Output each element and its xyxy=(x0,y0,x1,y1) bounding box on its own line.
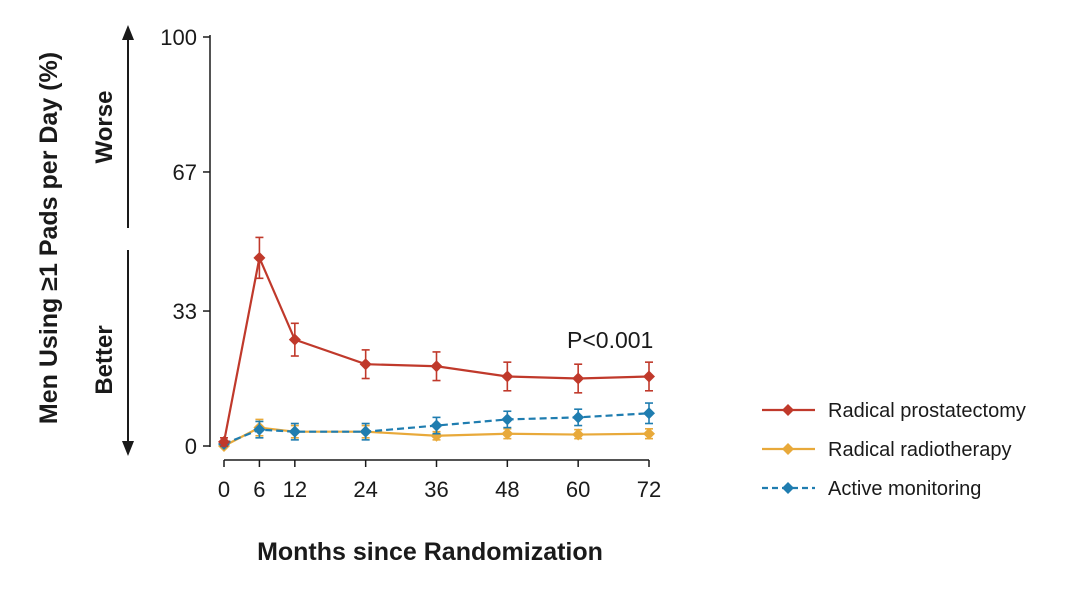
x-tick-label: 72 xyxy=(637,477,661,502)
better-label: Better xyxy=(91,325,118,394)
p-value-annotation: P<0.001 xyxy=(567,327,653,353)
data-point xyxy=(253,251,266,264)
legend-item: Radical prostatectomy xyxy=(762,400,1026,422)
x-tick-label: 36 xyxy=(424,477,448,502)
legend-item: Radical radiotherapy xyxy=(762,439,1011,461)
legend-label: Radical radiotherapy xyxy=(828,439,1011,461)
better-arrowhead-icon xyxy=(122,441,134,456)
data-point xyxy=(359,425,372,438)
legend-item: Active monitoring xyxy=(762,478,981,500)
data-point xyxy=(572,428,585,441)
data-point xyxy=(288,333,301,346)
x-tick-label: 24 xyxy=(353,477,377,502)
data-point xyxy=(501,370,514,383)
data-point xyxy=(643,427,655,440)
data-point xyxy=(253,423,266,436)
series-active-monitoring xyxy=(218,402,655,450)
data-point xyxy=(643,370,655,383)
data-point xyxy=(430,360,443,373)
worse-label: Worse xyxy=(91,91,118,164)
data-point xyxy=(218,435,230,448)
data-point xyxy=(288,425,301,438)
data-point xyxy=(501,427,514,440)
legend-marker xyxy=(782,404,794,416)
data-point xyxy=(501,413,514,426)
data-point xyxy=(572,372,585,385)
legend-label: Active monitoring xyxy=(828,478,981,500)
x-axis-title: Months since Randomization xyxy=(257,538,603,566)
x-tick-label: 12 xyxy=(283,477,307,502)
series-line xyxy=(223,426,650,447)
worse-arrowhead-icon xyxy=(122,25,134,40)
data-point xyxy=(572,411,585,424)
data-point xyxy=(359,358,372,371)
x-tick-label: 60 xyxy=(566,477,590,502)
y-tick-label: 67 xyxy=(173,160,197,185)
data-point xyxy=(430,429,443,442)
legend-marker xyxy=(782,443,794,455)
series-radical-prostatectomy xyxy=(218,236,655,448)
y-tick-label: 100 xyxy=(160,25,197,50)
data-point xyxy=(643,407,655,420)
legend-marker xyxy=(782,482,794,494)
y-tick-label: 0 xyxy=(185,434,197,459)
legend-label: Radical prostatectomy xyxy=(828,400,1026,422)
series-line xyxy=(222,254,650,443)
data-point xyxy=(430,419,443,432)
x-tick-label: 0 xyxy=(218,477,230,502)
x-tick-label: 48 xyxy=(495,477,519,502)
y-axis-title: Men Using ≥1 Pads per Day (%) xyxy=(35,52,63,424)
x-tick-label: 6 xyxy=(253,477,265,502)
series-line xyxy=(223,412,650,445)
y-tick-label: 33 xyxy=(173,299,197,324)
